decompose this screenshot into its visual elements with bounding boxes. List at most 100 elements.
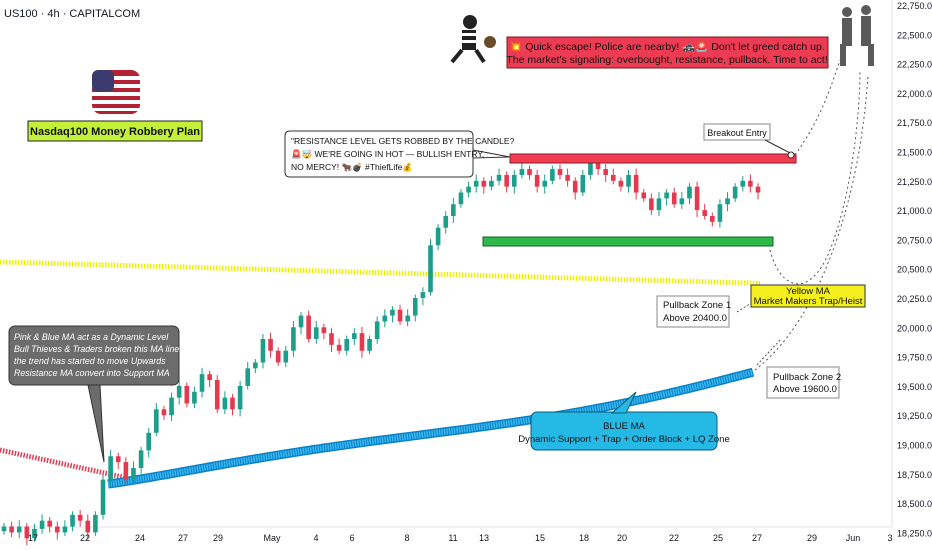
x-tick-label: 29 bbox=[213, 533, 223, 543]
candle-body bbox=[588, 163, 593, 175]
time-axis[interactable]: 17 22 24 27 29 May 4 6 8 11 13 15 18 20 22 25 27 29 Jun 3 bbox=[28, 533, 893, 543]
x-tick-label: Jun bbox=[846, 533, 861, 543]
yellow-connector bbox=[756, 339, 781, 366]
x-tick-label: 17 bbox=[28, 533, 38, 543]
candle-body bbox=[748, 180, 753, 187]
candle-body bbox=[687, 186, 692, 199]
candle-body bbox=[283, 350, 289, 363]
price-axis[interactable]: 22,750.0 22,500.0 22,250.0 22,000.0 21,750.0… bbox=[897, 1, 932, 538]
x-tick-label: 4 bbox=[313, 533, 318, 543]
candle-body bbox=[16, 526, 22, 533]
candle-body bbox=[435, 227, 441, 246]
blue-ma-subtitle: Dynamic Support + Trap + Order Block + L… bbox=[518, 434, 729, 445]
y-tick-label: 22,000.0 bbox=[897, 89, 932, 99]
candle-body bbox=[732, 186, 738, 199]
candle-body bbox=[131, 467, 136, 480]
plan-title-box bbox=[27, 120, 203, 142]
speech-line-1: "RESISTANCE LEVEL GETS ROBBED BY THE CAN… bbox=[291, 136, 515, 146]
candle-body bbox=[32, 528, 37, 539]
candle-body bbox=[214, 380, 220, 410]
candle-body bbox=[504, 174, 509, 187]
candle-body bbox=[557, 169, 563, 175]
candle-body bbox=[268, 339, 273, 351]
y-tick-label: 19,000.0 bbox=[897, 441, 932, 451]
gray-callout-line-3: the trend has started to move Upwards bbox=[14, 356, 166, 366]
candle-body bbox=[199, 374, 205, 392]
candle-body bbox=[313, 327, 319, 340]
x-tick-label: 25 bbox=[713, 533, 723, 543]
thief-running-icon bbox=[450, 15, 496, 64]
pullback-zone-1-value: Above 20400.0 bbox=[663, 313, 727, 324]
yellow-ma-label-box bbox=[750, 284, 866, 308]
y-tick-label: 21,250.0 bbox=[897, 177, 932, 187]
candle-body bbox=[230, 397, 235, 410]
projection-path-1 bbox=[769, 69, 861, 285]
y-tick-label: 20,500.0 bbox=[897, 265, 932, 275]
candle-body bbox=[47, 520, 52, 527]
candle-body bbox=[321, 327, 327, 334]
candle-body bbox=[344, 339, 350, 351]
candle-body bbox=[336, 344, 342, 351]
candle-body bbox=[725, 198, 730, 205]
us-flag-icon bbox=[92, 70, 140, 114]
speech-line-2: 🚨🤯 WE'RE GOING IN HOT — BULLISH ENTRY, bbox=[291, 149, 484, 159]
candle-body bbox=[108, 456, 113, 480]
resistance-zone bbox=[509, 153, 797, 164]
x-tick-label: 29 bbox=[807, 533, 817, 543]
moving-averages bbox=[0, 259, 761, 489]
gray-callout-line-2: Bull Thieves & Traders broken this MA li… bbox=[14, 344, 179, 354]
candle-body bbox=[55, 526, 60, 533]
warning-line-1: 💥 Quick escape! Police are nearby! 🚓🚨 Do… bbox=[509, 40, 825, 53]
y-tick-label: 19,750.0 bbox=[897, 353, 932, 363]
x-tick-label: 6 bbox=[349, 533, 354, 543]
candle-body bbox=[359, 333, 365, 351]
y-tick-label: 18,250.0 bbox=[897, 528, 932, 538]
candle-body bbox=[572, 180, 578, 193]
candle-body bbox=[39, 520, 45, 529]
candle-body bbox=[222, 397, 228, 410]
candle-body bbox=[412, 298, 418, 316]
speech-bubble-tail bbox=[472, 149, 511, 159]
x-tick-label: 27 bbox=[752, 533, 762, 543]
y-tick-label: 20,250.0 bbox=[897, 294, 932, 304]
x-tick-label: 3 bbox=[887, 533, 892, 543]
candle-body bbox=[481, 180, 487, 187]
candle-body bbox=[580, 174, 586, 193]
candle-body bbox=[610, 174, 616, 181]
candle-body bbox=[717, 204, 723, 222]
candle-body bbox=[405, 315, 410, 322]
y-tick-label: 22,250.0 bbox=[897, 60, 932, 70]
plan-title: Nasdaq100 Money Robbery Plan bbox=[30, 126, 200, 138]
candle-body bbox=[420, 292, 426, 298]
candle-body bbox=[260, 339, 266, 363]
gray-callout-tail bbox=[87, 384, 105, 463]
breakout-marker bbox=[787, 151, 795, 159]
gray-callout-line-1: Pink & Blue MA act as a Dynamic Level bbox=[14, 332, 169, 342]
y-tick-label: 21,000.0 bbox=[897, 206, 932, 216]
candle-body bbox=[595, 163, 601, 170]
candle-body bbox=[451, 204, 456, 216]
candle-body bbox=[702, 210, 707, 216]
candle-body bbox=[70, 514, 75, 527]
candle-body bbox=[565, 174, 570, 181]
breakout-connector bbox=[764, 139, 791, 154]
speech-bubble bbox=[284, 130, 474, 178]
x-tick-label: 22 bbox=[80, 533, 90, 543]
candle-body bbox=[649, 198, 654, 211]
candle-body bbox=[679, 198, 685, 205]
candle-body bbox=[473, 180, 479, 187]
yellow-ma-title: Yellow MA bbox=[786, 286, 831, 297]
candle-body bbox=[100, 479, 106, 515]
candle-body bbox=[428, 245, 433, 293]
candle-body bbox=[169, 397, 174, 416]
candle-body bbox=[298, 315, 304, 328]
speech-line-3: NO MERCY! 🐂💣 #ThiefLife💰 bbox=[291, 162, 413, 173]
x-tick-label: 27 bbox=[178, 533, 188, 543]
y-tick-label: 18,750.0 bbox=[897, 470, 932, 480]
y-tick-label: 19,250.0 bbox=[897, 411, 932, 421]
candle-body bbox=[329, 333, 334, 345]
warning-box bbox=[506, 36, 829, 69]
x-tick-label: 22 bbox=[669, 533, 679, 543]
candle-body bbox=[352, 333, 357, 340]
